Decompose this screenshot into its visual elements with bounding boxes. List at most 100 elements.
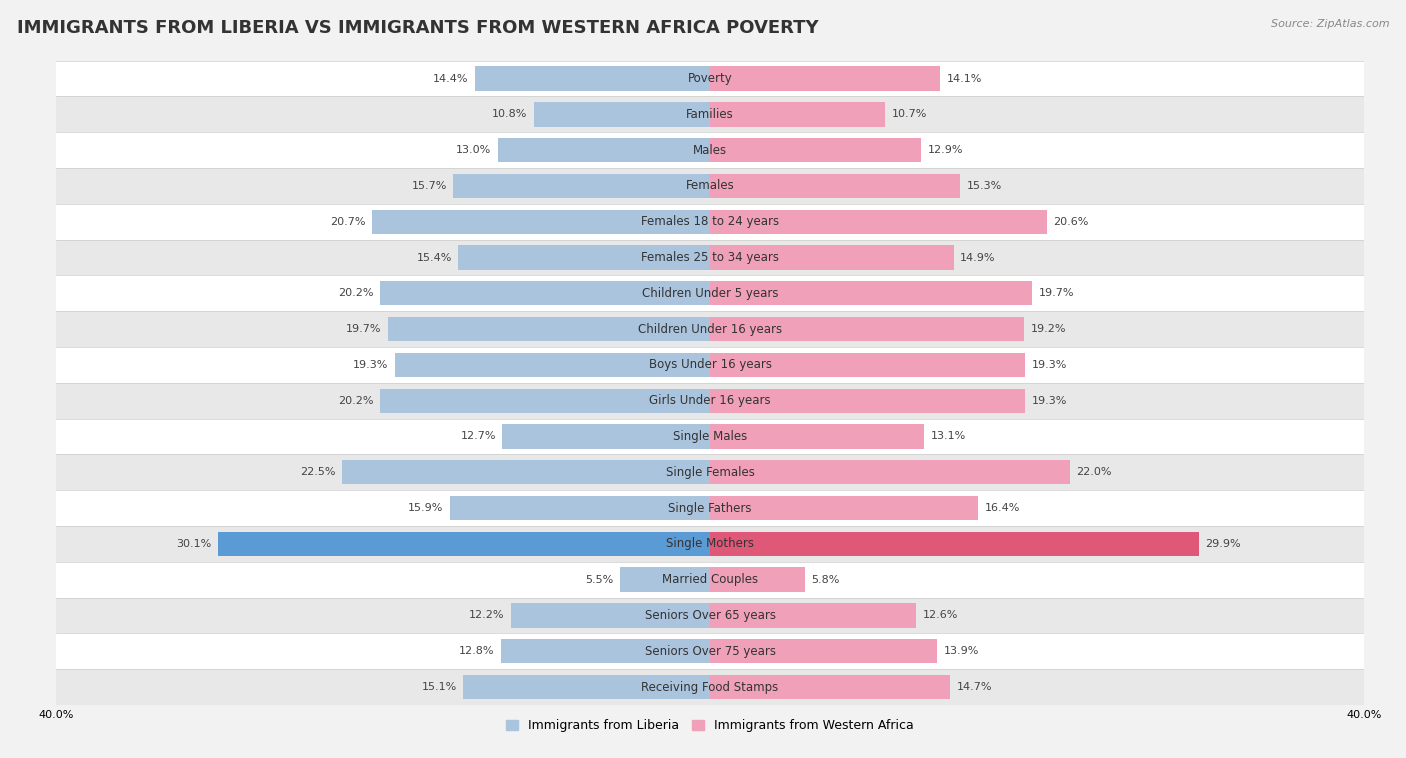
Bar: [380, 281, 710, 305]
Bar: [342, 460, 710, 484]
Text: 14.1%: 14.1%: [948, 74, 983, 83]
Text: 15.9%: 15.9%: [408, 503, 444, 513]
Bar: [710, 568, 804, 592]
Bar: [710, 174, 960, 198]
Text: Children Under 16 years: Children Under 16 years: [638, 323, 782, 336]
Bar: [56, 275, 1364, 312]
Text: Females 25 to 34 years: Females 25 to 34 years: [641, 251, 779, 264]
Bar: [458, 246, 710, 270]
Bar: [498, 138, 710, 162]
Bar: [56, 132, 1364, 168]
Bar: [710, 460, 1070, 484]
Bar: [710, 281, 1032, 305]
Text: IMMIGRANTS FROM LIBERIA VS IMMIGRANTS FROM WESTERN AFRICA POVERTY: IMMIGRANTS FROM LIBERIA VS IMMIGRANTS FR…: [17, 19, 818, 37]
Bar: [56, 168, 1364, 204]
Bar: [710, 246, 953, 270]
Bar: [710, 317, 1024, 341]
Bar: [710, 138, 921, 162]
Text: Children Under 5 years: Children Under 5 years: [641, 287, 779, 300]
Text: Females: Females: [686, 180, 734, 193]
Text: 12.8%: 12.8%: [458, 647, 495, 656]
Bar: [56, 669, 1364, 705]
Bar: [56, 454, 1364, 490]
Text: Poverty: Poverty: [688, 72, 733, 85]
Bar: [710, 209, 1046, 234]
Text: Receiving Food Stamps: Receiving Food Stamps: [641, 681, 779, 694]
Bar: [56, 383, 1364, 418]
Bar: [56, 240, 1364, 275]
Bar: [710, 352, 1025, 377]
Text: 10.7%: 10.7%: [891, 109, 927, 119]
Bar: [710, 675, 950, 699]
Bar: [710, 424, 924, 449]
Bar: [56, 312, 1364, 347]
Text: 30.1%: 30.1%: [176, 539, 211, 549]
Text: 12.9%: 12.9%: [928, 145, 963, 155]
Bar: [501, 639, 710, 663]
Bar: [56, 490, 1364, 526]
Text: 12.7%: 12.7%: [460, 431, 496, 441]
Text: 19.7%: 19.7%: [1039, 288, 1074, 299]
Text: 13.1%: 13.1%: [931, 431, 966, 441]
Text: 19.7%: 19.7%: [346, 324, 381, 334]
Text: 13.0%: 13.0%: [456, 145, 491, 155]
Bar: [533, 102, 710, 127]
Bar: [710, 496, 979, 520]
Text: 5.8%: 5.8%: [811, 575, 839, 584]
Text: Single Males: Single Males: [673, 430, 747, 443]
Text: 15.4%: 15.4%: [416, 252, 451, 262]
Text: 19.3%: 19.3%: [1032, 396, 1067, 406]
Bar: [218, 531, 710, 556]
Bar: [388, 317, 710, 341]
Text: 22.0%: 22.0%: [1076, 467, 1112, 478]
Bar: [620, 568, 710, 592]
Text: Single Fathers: Single Fathers: [668, 502, 752, 515]
Bar: [710, 389, 1025, 413]
Text: Males: Males: [693, 143, 727, 157]
Text: Families: Families: [686, 108, 734, 121]
Bar: [56, 204, 1364, 240]
Text: 12.2%: 12.2%: [468, 610, 505, 621]
Text: 19.3%: 19.3%: [353, 360, 388, 370]
Bar: [56, 96, 1364, 132]
Bar: [56, 597, 1364, 634]
Text: 16.4%: 16.4%: [984, 503, 1019, 513]
Bar: [453, 174, 710, 198]
Text: 19.3%: 19.3%: [1032, 360, 1067, 370]
Bar: [450, 496, 710, 520]
Bar: [56, 562, 1364, 597]
Text: 14.7%: 14.7%: [957, 682, 993, 692]
Bar: [56, 61, 1364, 96]
Text: 19.2%: 19.2%: [1031, 324, 1066, 334]
Text: 15.3%: 15.3%: [967, 181, 1002, 191]
Bar: [371, 209, 710, 234]
Text: 10.8%: 10.8%: [492, 109, 527, 119]
Text: Seniors Over 65 years: Seniors Over 65 years: [644, 609, 776, 622]
Text: 14.4%: 14.4%: [433, 74, 468, 83]
Text: Single Females: Single Females: [665, 465, 755, 479]
Text: 29.9%: 29.9%: [1205, 539, 1241, 549]
Bar: [710, 603, 915, 628]
Text: 20.2%: 20.2%: [337, 288, 374, 299]
Bar: [710, 102, 884, 127]
Text: 12.6%: 12.6%: [922, 610, 957, 621]
Text: 20.2%: 20.2%: [337, 396, 374, 406]
Text: Single Mothers: Single Mothers: [666, 537, 754, 550]
Text: 22.5%: 22.5%: [301, 467, 336, 478]
Bar: [56, 347, 1364, 383]
Text: Source: ZipAtlas.com: Source: ZipAtlas.com: [1271, 19, 1389, 29]
Bar: [395, 352, 710, 377]
Text: 15.7%: 15.7%: [412, 181, 447, 191]
Text: Seniors Over 75 years: Seniors Over 75 years: [644, 645, 776, 658]
Bar: [380, 389, 710, 413]
Bar: [463, 675, 710, 699]
Text: Girls Under 16 years: Girls Under 16 years: [650, 394, 770, 407]
Text: 20.6%: 20.6%: [1053, 217, 1088, 227]
Text: 15.1%: 15.1%: [422, 682, 457, 692]
Text: Married Couples: Married Couples: [662, 573, 758, 586]
Text: 13.9%: 13.9%: [943, 647, 979, 656]
Text: Boys Under 16 years: Boys Under 16 years: [648, 359, 772, 371]
Bar: [502, 424, 710, 449]
Legend: Immigrants from Liberia, Immigrants from Western Africa: Immigrants from Liberia, Immigrants from…: [501, 714, 920, 738]
Bar: [56, 634, 1364, 669]
